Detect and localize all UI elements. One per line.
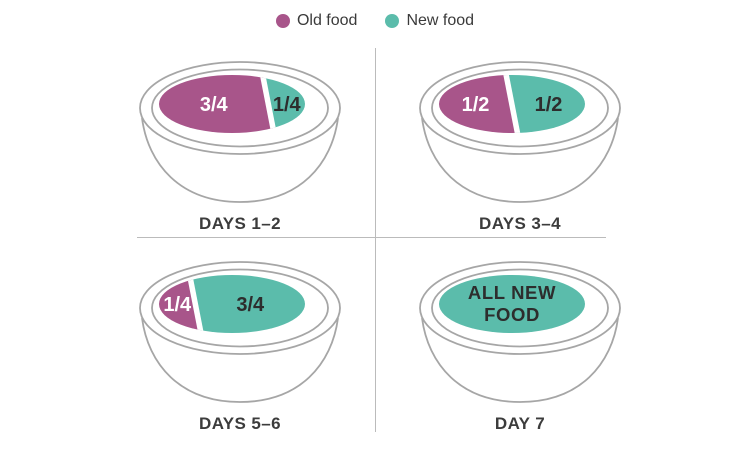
portion-text-line: ALL NEW — [468, 282, 556, 303]
bowl-label: DAYS 1–2 — [199, 214, 281, 233]
bowl-body — [421, 117, 619, 203]
legend-item-new-food: New food — [385, 12, 474, 30]
bowl-rim-outer — [419, 261, 621, 355]
bowl-rim-inner — [151, 268, 329, 348]
bowl-rim-inner — [151, 68, 329, 148]
portion-fraction-text: 1/4 — [273, 94, 302, 116]
bowl-rim-outer — [419, 61, 621, 155]
bowl-cell-days-5-6: 1/4 3/4 DAYS 5–6 — [110, 258, 370, 434]
bowl-cell-days-3-4: 1/2 1/2 DAYS 3–4 — [390, 58, 650, 234]
portion-divider — [501, 75, 523, 133]
bowl-body — [141, 117, 339, 203]
bowl-label: DAYS 3–4 — [479, 214, 561, 233]
new-food-swatch-icon — [385, 14, 400, 28]
legend-item-old-food: Old food — [275, 12, 358, 30]
portion-fraction-text: 1/2 — [535, 94, 563, 116]
bowl-label: DAYS 5–6 — [199, 414, 281, 433]
portion-fraction-text: 3/4 — [200, 94, 229, 116]
bowl-body — [141, 317, 339, 403]
bowl-rim-inner — [431, 268, 609, 348]
bowl-cell-days-1-2: 3/4 1/4 DAYS 1–2 — [110, 58, 370, 234]
bowl-label: DAY 7 — [494, 414, 546, 433]
portion-fraction-text: 3/4 — [236, 294, 265, 316]
portion-new-food — [439, 275, 585, 333]
portion-fraction-text: 1/2 — [462, 94, 490, 116]
bowl-illustration: 1/4 3/4 — [139, 261, 341, 403]
legend-label-old-food: Old food — [296, 12, 358, 29]
old-food-swatch-icon — [275, 14, 290, 28]
bowl-rim-inner — [431, 68, 609, 148]
bowl-rim-outer — [139, 261, 341, 355]
bowl-rim-outer — [139, 61, 341, 155]
bowl-illustration: 1/2 1/2 — [419, 61, 621, 203]
legend: Old food New food — [0, 12, 750, 30]
quadrant-divider-vertical — [375, 48, 376, 432]
quadrant-divider-horizontal — [137, 237, 606, 238]
bowl-body — [421, 317, 619, 403]
portion-text-line: FOOD — [484, 304, 540, 325]
portion-fraction-text: 1/4 — [163, 294, 192, 316]
bowl-illustration: 3/4 1/4 — [139, 61, 341, 203]
bowl-cell-day-7: ALL NEW FOOD DAY 7 — [390, 258, 650, 434]
legend-label-new-food: New food — [406, 12, 475, 29]
